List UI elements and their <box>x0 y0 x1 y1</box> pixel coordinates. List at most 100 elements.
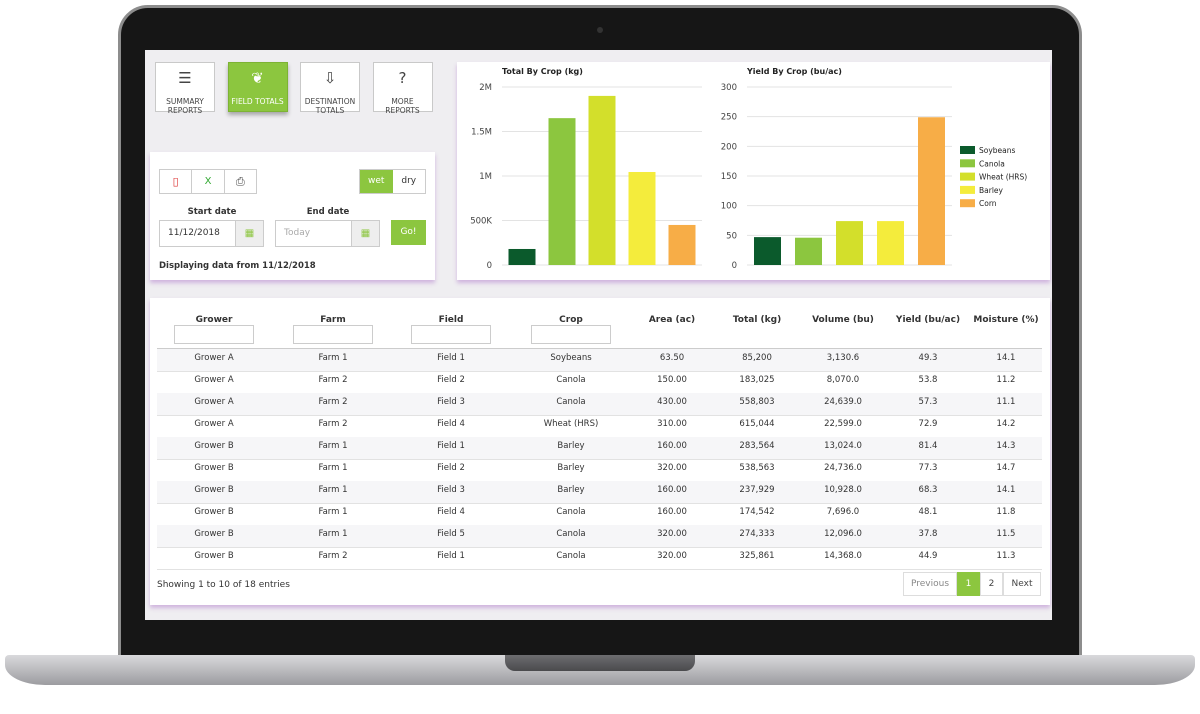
table-cell: 237,929 <box>739 485 775 495</box>
column-filter[interactable] <box>531 325 611 344</box>
table-cell: Farm 2 <box>318 397 348 407</box>
start-input[interactable]: 11/12/2018 ▦ <box>159 220 264 247</box>
table-cell: 12,096.0 <box>824 529 862 539</box>
row-stripe <box>157 525 1042 547</box>
nav-button[interactable]: MORE REPORTS? <box>372 62 433 115</box>
xls-button[interactable]: X <box>192 170 225 193</box>
calendar-icon[interactable]: ▦ <box>235 221 263 246</box>
pdf-button[interactable]: ▯ <box>160 170 193 193</box>
table-cell: Grower A <box>194 375 234 385</box>
bar <box>508 248 536 265</box>
y-tick-label: 300 <box>721 83 737 93</box>
row-rule <box>157 459 1042 460</box>
y-tick-label: 1.5M <box>471 128 492 138</box>
table-cell: Field 1 <box>437 441 465 451</box>
nav-button[interactable]: DESTINATION TOTALS ⇩ <box>300 62 360 115</box>
entries-info: Showing 1 to 10 of 18 entries <box>157 580 290 590</box>
table-cell: Grower B <box>194 551 234 561</box>
table-cell: 14.1 <box>996 485 1016 495</box>
column-filter[interactable] <box>293 325 373 344</box>
page-button[interactable]: Previous <box>903 572 957 596</box>
toggle-option[interactable]: dry <box>401 176 417 186</box>
table-cell: Field 4 <box>437 507 465 517</box>
table-cell: 8,070.0 <box>826 375 860 385</box>
table-cell: 49.3 <box>918 353 938 363</box>
table-cell: 3,130.6 <box>826 353 860 363</box>
nav-icon: ⇩ <box>323 69 337 87</box>
table-cell: Farm 1 <box>318 441 348 451</box>
table-cell: Field 2 <box>437 463 465 473</box>
y-tick-label: 500K <box>470 217 492 227</box>
start-label: Start date <box>187 207 237 217</box>
table-cell: 14,368.0 <box>824 551 862 561</box>
table-cell: Grower B <box>194 485 234 495</box>
legend-swatch <box>960 199 975 208</box>
table-cell: 63.50 <box>659 353 685 363</box>
table-cell: 24,736.0 <box>824 463 862 473</box>
table-cell: Farm 2 <box>318 551 348 561</box>
page-button[interactable]: Next <box>1003 572 1041 596</box>
laptop-notch <box>505 655 695 671</box>
nav-button[interactable]: SUMMARY REPORTS ☰ <box>155 62 215 115</box>
row-rule <box>157 503 1042 504</box>
charts: Total By Crop (kg) 0 500K 1M 1.5M 2M Yield By … <box>470 67 1027 271</box>
table-panel: Grower Farm Field Crop Area (ac) Total (kg) Vo… <box>150 298 1050 605</box>
bar <box>628 171 656 265</box>
chart-title: Total By Crop (kg) <box>502 67 583 76</box>
calendar-icon[interactable]: ▦ <box>351 221 379 246</box>
table-cell: Field 1 <box>437 551 465 561</box>
table-cell: 22,599.0 <box>824 419 862 429</box>
legend-swatch <box>960 146 975 154</box>
end-input[interactable]: Today ▦ <box>275 220 380 247</box>
print-button[interactable]: ⎙ <box>235 175 245 188</box>
table-cell: Field 4 <box>437 419 465 429</box>
table-cell: Farm 2 <box>318 419 348 429</box>
chart-title: Yield By Crop (bu/ac) <box>746 67 842 76</box>
table-cell: 174,542 <box>739 507 775 517</box>
table-cell: 11.3 <box>996 551 1016 561</box>
y-tick-label: 0 <box>487 261 492 271</box>
table-cell: Farm 1 <box>318 485 348 495</box>
column-header: Grower <box>195 315 233 325</box>
column-filter[interactable] <box>411 325 491 344</box>
table-cell: Barley <box>557 463 585 473</box>
table-cell: Grower A <box>194 419 234 429</box>
toggle-option[interactable]: wet <box>360 170 393 193</box>
legend-label: Soybeans <box>979 146 1016 155</box>
legend-label: Wheat (HRS) <box>979 173 1027 182</box>
bar <box>668 224 696 265</box>
end-label: End date <box>306 207 350 217</box>
table-cell: 77.3 <box>918 463 938 473</box>
go-button[interactable]: Go! <box>391 220 426 245</box>
table-cell: 68.3 <box>918 485 938 495</box>
y-tick-label: 1M <box>479 172 492 182</box>
column-header: Yield (bu/ac) <box>895 315 961 325</box>
camera <box>597 27 603 33</box>
page-button[interactable]: 2 <box>980 572 1003 596</box>
legend-label: Corn <box>979 199 997 208</box>
nav-icon: ? <box>398 69 407 87</box>
legend-swatch <box>960 159 975 168</box>
nav-button[interactable]: FIELD TOTALS ❦ <box>227 62 288 112</box>
table-cell: 160.00 <box>657 441 687 451</box>
table-cell: Grower B <box>194 507 234 517</box>
table-cell: 14.1 <box>996 353 1016 363</box>
y-tick-label: 100 <box>721 202 737 212</box>
column-filter[interactable] <box>174 325 254 344</box>
y-tick-label: 0 <box>732 261 737 271</box>
table-cell: 14.7 <box>996 463 1016 473</box>
legend-swatch <box>960 185 975 194</box>
screen: ▯ X ⎙ wet dry Start date End date 11/12/2… <box>145 50 1052 620</box>
page-button[interactable]: 1 <box>957 572 980 596</box>
table-cell: Soybeans <box>550 353 592 363</box>
y-tick-label: 50 <box>726 231 737 241</box>
table-cell: 325,861 <box>739 551 775 561</box>
legend-label: Canola <box>979 159 1005 168</box>
table-cell: 283,564 <box>739 441 775 451</box>
table-cell: Farm 1 <box>318 529 348 539</box>
y-tick-label: 150 <box>721 172 737 182</box>
table-cell: 81.4 <box>918 441 938 451</box>
bar <box>548 118 576 266</box>
table-cell: 320.00 <box>657 529 687 539</box>
